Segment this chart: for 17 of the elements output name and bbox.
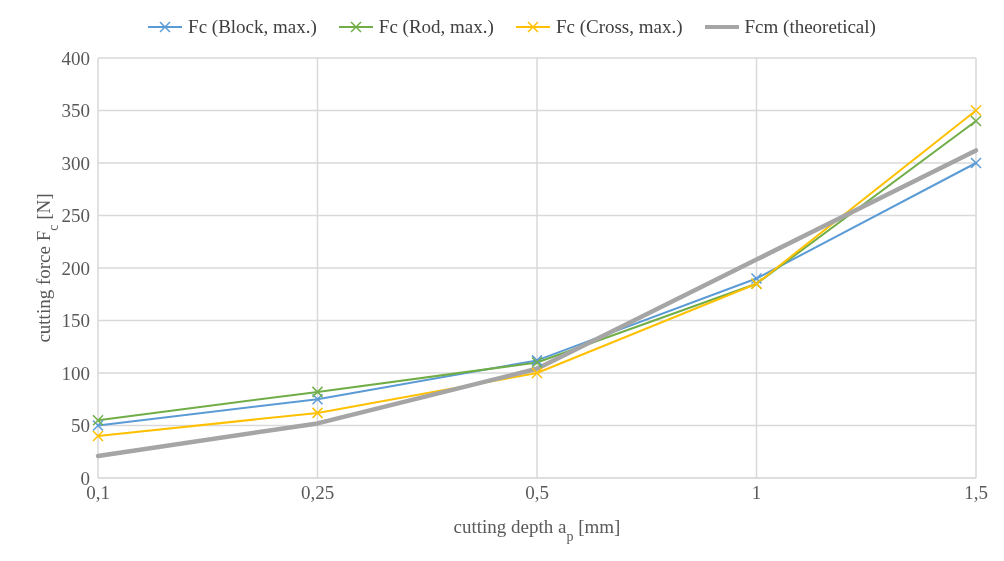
y-tick-label: 350	[61, 100, 90, 122]
x-tick-label: 1,5	[964, 482, 988, 504]
legend-label: Fcm (theoretical)	[743, 16, 876, 38]
x-tick-label: 0,5	[525, 482, 549, 504]
y-tick-label: 250	[61, 205, 90, 227]
y-tick-label: 200	[61, 257, 90, 279]
y-tick-label: 100	[61, 362, 90, 384]
y-tick-label: 50	[71, 415, 90, 437]
legend-label: Fc (Rod, max.)	[377, 16, 494, 38]
x-tick-label: 1	[751, 482, 762, 504]
legend-label: Fc (Block, max.)	[187, 16, 317, 38]
y-tick-label: 300	[61, 152, 90, 174]
x-axis-title: cutting depth a$_{p}$ [mm]	[453, 516, 621, 544]
y-tick-label: 400	[61, 47, 90, 69]
y-tick-label: 150	[61, 310, 90, 332]
legend-label: Fc (Cross, max.)	[554, 16, 683, 38]
x-tick-label: 0,25	[300, 482, 335, 504]
